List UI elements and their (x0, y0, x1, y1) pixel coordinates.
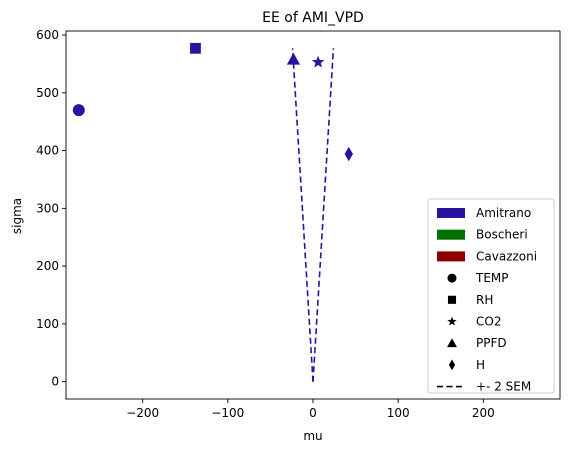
legend-marker-ppfd (447, 338, 457, 348)
plot-area: −200 −100 0 100 200 0 100 200 300 400 500 600 (36, 28, 561, 420)
legend-label-h: H (476, 358, 485, 372)
legend-label-cavazzoni: Cavazzoni (476, 249, 537, 263)
legend-label-amitrano: Amitrano (476, 206, 531, 220)
y-tick-label: 500 (36, 86, 59, 100)
y-tick-label: 400 (36, 144, 59, 158)
x-tick-label: −100 (211, 406, 244, 420)
legend-marker-rh (447, 295, 457, 304)
legend-marker-temp (447, 273, 457, 283)
x-tick-label: −200 (126, 406, 159, 420)
sem-line-right (312, 48, 335, 382)
chart-title: EE of AMI_VPD (262, 10, 364, 26)
y-tick-label: 200 (36, 259, 59, 273)
legend-label-co2: CO2 (476, 315, 501, 329)
y-tick-label: 0 (51, 375, 59, 389)
legend-label-temp: TEMP (475, 271, 509, 285)
legend: Amitrano Boscheri Cavazzoni TEMP RH CO2 PPFD H +… (427, 198, 555, 394)
x-tick-label: 100 (387, 406, 410, 420)
legend-label-boscheri: Boscheri (476, 228, 528, 242)
x-tick-label: 200 (472, 406, 495, 420)
sem-line-left (291, 48, 314, 382)
y-tick-label: 600 (36, 28, 59, 42)
data-point-rh (190, 42, 201, 54)
data-point-temp (72, 104, 85, 117)
legend-box (427, 198, 555, 394)
legend-swatch-boscheri (437, 229, 465, 240)
legend-label-ppfd: PPFD (476, 336, 507, 350)
legend-marker-co2 (447, 316, 457, 326)
x-tick-label: 0 (309, 406, 317, 420)
x-axis-label: mu (303, 429, 322, 443)
legend-marker-h (448, 359, 456, 371)
y-tick-label: 100 (36, 317, 59, 331)
legend-label-sem: +- 2 SEM (476, 380, 531, 394)
data-point-ppfd (286, 52, 301, 65)
y-tick-label: 300 (36, 201, 59, 215)
data-point-co2 (311, 55, 325, 68)
legend-label-rh: RH (476, 293, 493, 307)
y-axis-label: sigma (10, 198, 24, 234)
legend-swatch-amitrano (437, 208, 465, 218)
data-point-h (344, 146, 353, 162)
legend-swatch-cavazzoni (437, 251, 465, 262)
